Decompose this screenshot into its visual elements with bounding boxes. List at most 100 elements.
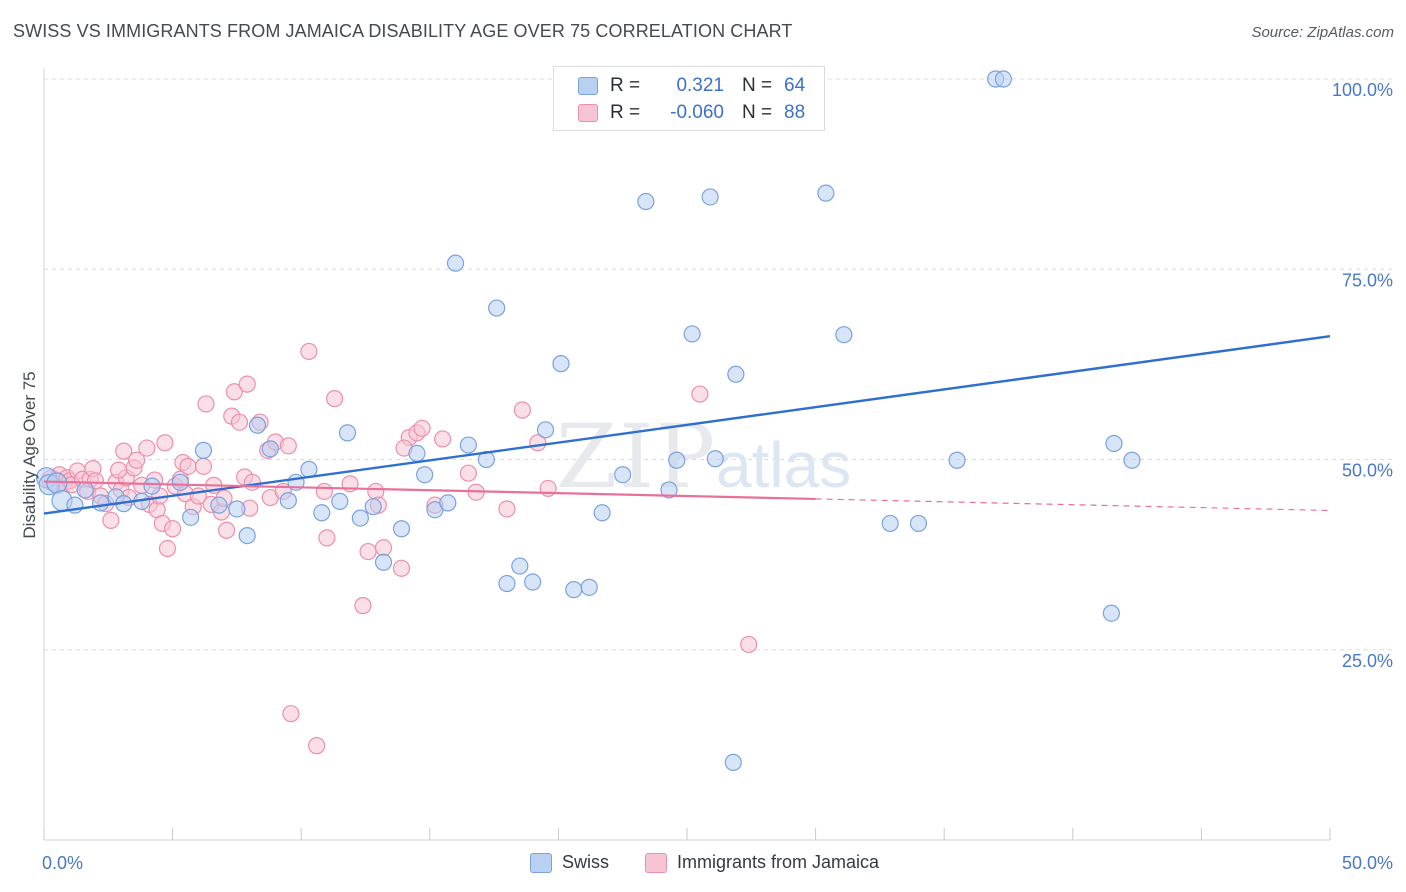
swiss-swatch <box>530 852 552 873</box>
legend-item-swiss: Swiss <box>530 852 609 873</box>
y-tick-label: 75.0% <box>1342 270 1393 290</box>
legend-label-swiss: Swiss <box>562 852 610 872</box>
jamaica-point <box>740 635 758 654</box>
legend-row-swiss: R = 0.321 N = 64 <box>578 74 805 98</box>
swiss-point <box>364 498 382 516</box>
y-tick-label: 50.0% <box>1342 461 1393 481</box>
swiss-point <box>351 509 369 527</box>
swiss-point <box>817 184 835 202</box>
jamaica-point <box>138 439 156 457</box>
jamaica-point <box>513 401 531 419</box>
swiss-point <box>182 508 200 526</box>
jamaica-point <box>225 383 243 401</box>
jamaica-point <box>413 419 431 437</box>
jamaica-point <box>102 511 120 529</box>
jamaica-point <box>156 434 174 452</box>
swiss-point <box>724 753 742 771</box>
swiss-swatch <box>578 77 598 95</box>
swiss-point <box>706 450 724 468</box>
swiss-point <box>660 481 678 499</box>
swiss-point <box>511 557 529 575</box>
n-label: N = <box>742 102 773 123</box>
swiss-point <box>488 299 506 317</box>
swiss-point <box>637 192 655 211</box>
x-tick-label: 50.0% <box>1342 853 1393 873</box>
jamaica-point <box>392 559 411 577</box>
legend-label-jamaica: Immigrants from Jamaica <box>677 852 880 872</box>
swiss-point <box>580 578 598 596</box>
jamaica-point <box>459 464 477 482</box>
x-tick-label: 0.0% <box>42 853 83 873</box>
swiss-point <box>552 355 570 373</box>
swiss-point <box>727 365 745 383</box>
correlation-legend: R = 0.321 N = 64 R = -0.060 N = 88 <box>553 66 825 131</box>
jamaica-point <box>282 705 300 723</box>
jamaica-point <box>318 529 336 547</box>
jamaica-point <box>359 542 377 561</box>
swiss-point <box>614 466 632 484</box>
watermark-atlas: atlas <box>716 429 851 501</box>
r-value: -0.060 <box>670 102 724 123</box>
swiss-point <box>171 473 189 491</box>
swiss-point <box>439 494 457 512</box>
swiss-point <box>331 492 349 510</box>
chart-source: Source: ZipAtlas.com <box>1251 24 1394 41</box>
swiss-point <box>76 481 94 499</box>
legend-item-jamaica: Immigrants from Jamaica <box>645 852 879 873</box>
swiss-point <box>994 70 1012 88</box>
swiss-point <box>1105 434 1123 453</box>
jamaica-point <box>238 375 256 393</box>
swiss-point <box>536 421 555 439</box>
legend-row-jamaica: R = -0.060 N = 88 <box>578 101 805 125</box>
swiss-point <box>446 254 465 272</box>
swiss-point <box>143 477 161 495</box>
jamaica-trend-line-dashed <box>815 498 1331 512</box>
swiss-point <box>948 451 966 469</box>
axis-layer: 25.0% 50.0% 75.0% 100.0% 0.0% 50.0% <box>42 68 1393 873</box>
jamaica-swatch <box>578 104 598 122</box>
n-label: N = <box>742 75 773 96</box>
swiss-points <box>35 70 1141 771</box>
jamaica-point <box>230 413 249 431</box>
swiss-point <box>392 520 411 538</box>
jamaica-point <box>691 385 709 403</box>
jamaica-point <box>218 521 236 539</box>
swiss-point <box>593 504 611 522</box>
swiss-point <box>408 444 426 463</box>
y-tick-label: 25.0% <box>1342 651 1393 671</box>
n-value: 64 <box>784 75 806 96</box>
swiss-point <box>279 491 297 510</box>
jamaica-point <box>434 430 452 448</box>
jamaica-point <box>374 539 393 557</box>
swiss-point <box>1123 451 1141 469</box>
swiss-point <box>668 451 686 469</box>
jamaica-point <box>115 442 133 460</box>
swiss-point <box>835 326 853 344</box>
jamaica-point <box>308 737 326 755</box>
y-tick-label: 100.0% <box>1332 80 1393 100</box>
jamaica-point <box>315 482 333 501</box>
jamaica-point <box>354 597 372 615</box>
swiss-point <box>261 440 279 458</box>
jamaica-swatch <box>645 852 667 873</box>
swiss-point <box>1102 604 1120 622</box>
swiss-point <box>881 514 899 533</box>
swiss-point <box>909 514 928 533</box>
swiss-point <box>300 460 318 478</box>
swiss-point <box>194 441 213 459</box>
swiss-point <box>524 573 542 591</box>
swiss-point <box>210 496 228 514</box>
swiss-point <box>338 424 357 442</box>
swiss-point <box>701 188 719 206</box>
jamaica-point <box>179 457 197 475</box>
swiss-trend-line <box>43 335 1331 515</box>
r-value: 0.321 <box>676 75 724 96</box>
swiss-point <box>565 581 583 599</box>
swiss-point <box>248 416 267 434</box>
jamaica-point <box>164 520 182 538</box>
swiss-point <box>459 436 477 454</box>
r-label: R = <box>610 102 641 123</box>
watermark-zip: ZIP <box>556 405 717 508</box>
jamaica-point <box>127 451 146 469</box>
